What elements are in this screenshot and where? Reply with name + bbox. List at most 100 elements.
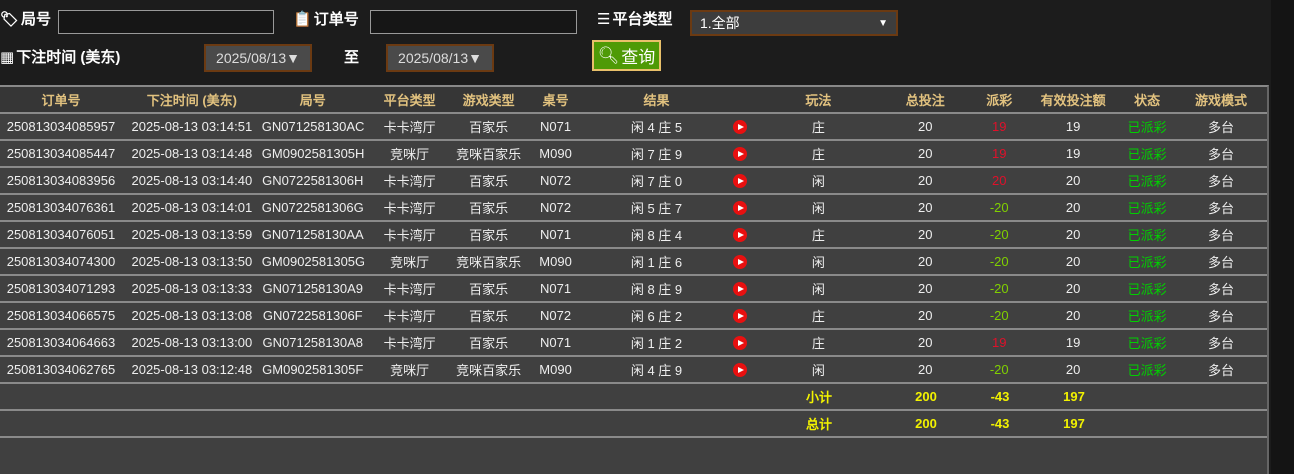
cell: 百家乐 bbox=[469, 228, 509, 243]
cell: 20 bbox=[1065, 362, 1081, 377]
play-icon bbox=[733, 282, 748, 297]
cell: 已派彩 bbox=[1127, 309, 1167, 324]
cell: 闲 4 庄 5 bbox=[630, 120, 683, 135]
tag-icon: 🏷 bbox=[0, 10, 20, 28]
table-row: 250813034062765 2025-08-13 03:12:48 GM0902… bbox=[0, 357, 1267, 384]
cell: M090 bbox=[539, 362, 572, 377]
cell: 庄 bbox=[811, 228, 825, 243]
cell: 250813034074300 bbox=[6, 254, 116, 269]
play-replay-button[interactable] bbox=[723, 281, 757, 297]
cell: 闲 bbox=[811, 282, 825, 297]
cell: 20 bbox=[918, 146, 933, 161]
cell: 卡卡湾厅 bbox=[383, 120, 436, 135]
cell: GN0722581306H bbox=[262, 173, 364, 188]
cell: 百家乐 bbox=[469, 282, 509, 297]
play-replay-button[interactable] bbox=[723, 308, 757, 324]
side-panel bbox=[1271, 0, 1294, 474]
cell: 20 bbox=[918, 119, 933, 134]
play-icon bbox=[733, 336, 748, 351]
cell: 20 bbox=[1065, 281, 1081, 296]
cell: 闲 7 庄 9 bbox=[630, 147, 683, 162]
date-from[interactable]: 2025/08/13▼ bbox=[204, 44, 312, 72]
cell: 多台 bbox=[1208, 174, 1235, 189]
cell: 20 bbox=[918, 200, 933, 215]
cell: N071 bbox=[540, 227, 572, 242]
cell: 20 bbox=[1065, 308, 1081, 323]
play-replay-button[interactable] bbox=[723, 146, 757, 162]
cell: 多台 bbox=[1208, 363, 1235, 378]
cell: 19 bbox=[1065, 335, 1081, 350]
orders-table: 订单号 下注时间 (美东) 局号 平台类型 游戏类型 桌号 结果 玩法 总投注 派彩 有效投注额 状态… bbox=[0, 85, 1269, 474]
table-row: 250813034064663 2025-08-13 03:13:00 GN0712… bbox=[0, 330, 1267, 357]
play-replay-button[interactable] bbox=[723, 335, 757, 351]
cell: 2025-08-13 03:13:00 bbox=[131, 335, 253, 350]
cell: -20 bbox=[989, 200, 1009, 215]
cell: GM0902581305G bbox=[261, 254, 364, 269]
cell: 闲 4 庄 9 bbox=[630, 363, 683, 378]
column-header: 平台类型 bbox=[383, 93, 436, 108]
cell: 庄 bbox=[811, 309, 825, 324]
cell: 卡卡湾厅 bbox=[383, 282, 436, 297]
cell: -20 bbox=[989, 227, 1009, 242]
table-row: 250813034085447 2025-08-13 03:14:48 GM0902… bbox=[0, 141, 1267, 168]
cell: 百家乐 bbox=[469, 309, 509, 324]
cell: 250813034066575 bbox=[6, 308, 116, 323]
search-icon: 🔍︎ bbox=[597, 45, 620, 65]
cell: GM0902581305H bbox=[261, 146, 364, 161]
cell: 250813034076051 bbox=[6, 227, 116, 242]
cell: 竞咪厅 bbox=[390, 363, 430, 378]
cell: 竞咪百家乐 bbox=[456, 147, 522, 162]
cell: 250813034083956 bbox=[6, 173, 116, 188]
calendar-icon: ▦ bbox=[0, 48, 15, 66]
play-replay-button[interactable] bbox=[723, 227, 757, 243]
play-icon bbox=[733, 228, 748, 243]
total-row: 总计 200 -43 197 bbox=[0, 411, 1267, 438]
play-replay-button[interactable] bbox=[723, 119, 757, 135]
cell: -20 bbox=[989, 308, 1009, 323]
cell: 19 bbox=[1065, 119, 1081, 134]
play-replay-button[interactable] bbox=[723, 254, 757, 270]
query-button[interactable]: 🔍︎ 查询 bbox=[592, 40, 661, 71]
cell: 250813034085957 bbox=[6, 119, 116, 134]
date-to[interactable]: 2025/08/13▼ bbox=[386, 44, 494, 72]
cell: 闲 1 庄 6 bbox=[630, 255, 683, 270]
cell: 20 bbox=[1065, 254, 1081, 269]
play-replay-button[interactable] bbox=[723, 362, 757, 378]
cell: M090 bbox=[539, 146, 572, 161]
to-label: 至 bbox=[344, 49, 360, 66]
cell: 2025-08-13 03:13:50 bbox=[131, 254, 253, 269]
platform-label: ☰ 平台类型 bbox=[597, 10, 673, 29]
round-input[interactable] bbox=[58, 10, 274, 34]
platform-select[interactable]: 1.全部 ▼ bbox=[690, 10, 898, 36]
cell: 19 bbox=[991, 119, 1007, 134]
cell: 闲 bbox=[811, 174, 825, 189]
cell: 2025-08-13 03:13:33 bbox=[131, 281, 253, 296]
play-icon bbox=[733, 120, 748, 135]
cell: 已派彩 bbox=[1127, 174, 1167, 189]
subtotal-row: 小计 200 -43 197 bbox=[0, 384, 1267, 411]
cell: N072 bbox=[540, 200, 572, 215]
cell: 19 bbox=[991, 335, 1007, 350]
cell: 20 bbox=[1065, 200, 1081, 215]
cell: 闲 8 庄 4 bbox=[630, 228, 683, 243]
cell: 20 bbox=[1065, 227, 1081, 242]
cell: 竞咪百家乐 bbox=[456, 363, 522, 378]
order-input[interactable] bbox=[370, 10, 577, 34]
round-label: 🏷 局号 bbox=[0, 10, 52, 29]
cell: 已派彩 bbox=[1127, 147, 1167, 162]
cell: 250813034071293 bbox=[6, 281, 116, 296]
cell: 庄 bbox=[811, 336, 825, 351]
cell: 卡卡湾厅 bbox=[383, 336, 436, 351]
cell: -20 bbox=[989, 362, 1009, 377]
cell: 20 bbox=[918, 281, 933, 296]
list-icon: ☰ bbox=[597, 10, 611, 28]
column-header: 结果 bbox=[643, 93, 670, 108]
cell: 多台 bbox=[1208, 282, 1235, 297]
play-replay-button[interactable] bbox=[723, 200, 757, 216]
play-replay-button[interactable] bbox=[723, 173, 757, 189]
cell: 多台 bbox=[1208, 336, 1235, 351]
cell: 竞咪百家乐 bbox=[456, 255, 522, 270]
table-row: 250813034071293 2025-08-13 03:13:33 GN0712… bbox=[0, 276, 1267, 303]
cell: 闲 8 庄 9 bbox=[630, 282, 683, 297]
cell: GN071258130A9 bbox=[262, 281, 363, 296]
